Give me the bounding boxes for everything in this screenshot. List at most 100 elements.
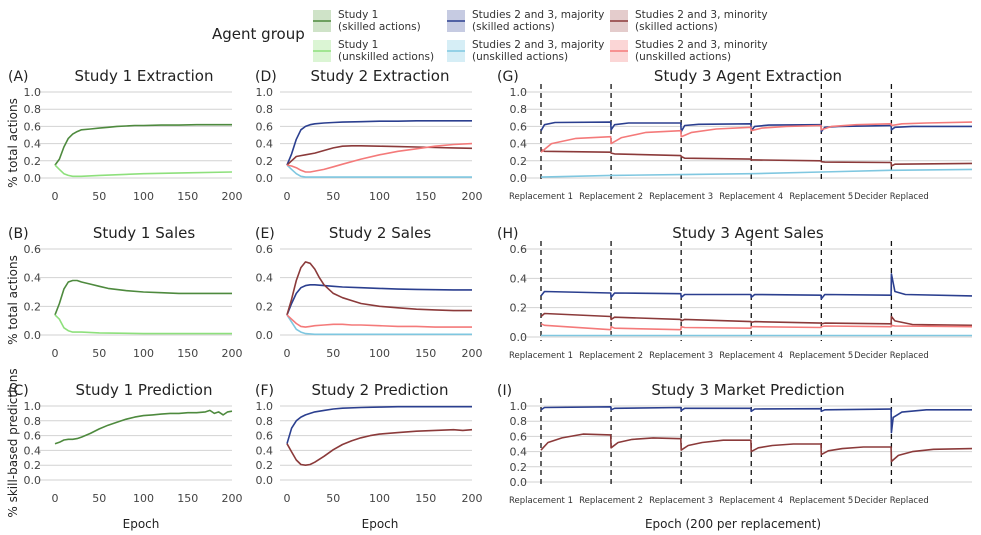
x-tick-label: 100 [369,347,390,360]
y-tick-label: 1.0 [24,86,42,99]
x-axis-label-study-3: Epoch (200 per replacement) [645,517,821,531]
y-tick-label: 0.0 [510,476,528,489]
x-tick-label: 0 [284,347,291,360]
legend: Agent group Study 1 (skilled actions)Stu… [212,9,768,63]
y-tick-label: 0.6 [510,243,528,256]
y-tick-label: 0.4 [24,272,42,285]
series-line-studies-2-and-3-minority-unskilled-actions [286,314,472,328]
y-tick-label: 0.6 [256,243,274,256]
y-tick-label: 0.2 [256,300,274,313]
y-tick-label: 0.6 [256,120,274,133]
chart-title: Study 2 Prediction [312,381,449,399]
y-tick-label: 0.8 [510,103,528,116]
panel-label: (A) [8,69,29,85]
y-tick-label: 0.2 [24,155,42,168]
x-tick-label: Replacement 4 [719,496,783,506]
y-axis-label-row-2: % total actions [6,255,20,345]
panel-label: (H) [497,226,518,242]
legend-entry-label: Studies 2 and 3, majority [472,39,604,51]
legend-title: Agent group [212,25,305,43]
y-axis-label-row-3: % skill-based predictions [6,368,20,517]
legend-entry-label: Studies 2 and 3, minority [635,39,768,51]
legend-entry-studies-2-and-3-minority-skilled-actions: Studies 2 and 3, minority (skilled actio… [610,9,768,33]
x-tick-label: 150 [415,190,436,203]
series-line-studies-2-and-3-majority-skilled-actions [286,120,472,166]
y-tick-label: 0.0 [256,329,274,342]
chart-panel-b: 0.0 0.2 0.4 0.6 0 50 100 150 200 Study 1 Sales (B) [8,224,243,360]
x-tick-label: 200 [222,347,243,360]
y-tick-label: 0.4 [510,272,528,285]
x-tick-label: 200 [462,492,483,505]
legend-entry-study-1-unskilled-actions: Study 1 (unskilled actions) [313,39,434,63]
x-tick-label: 50 [92,492,106,505]
x-tick-label: Replacement 3 [649,192,713,202]
y-tick-label: 0.2 [510,155,528,168]
y-tick-label: 0.8 [256,415,274,428]
x-tick-label: 0 [284,492,291,505]
axis-labels: % total actions % total actions % skill-… [6,98,821,531]
series-line-studies-2-and-3-majority-skilled-actions [286,283,472,316]
series-line-studies-2-and-3-minority-unskilled-actions [286,142,473,173]
x-tick-label: Decider Replaced [854,192,929,202]
series-line-studies-2-and-3-majority-unskilled-actions [540,168,973,178]
x-tick-label: Replacement 5 [789,496,853,506]
series-line-studies-2-and-3-majority-unskilled-actions [286,164,472,178]
chart-title: Study 3 Market Prediction [651,381,844,399]
chart-panel-f: 0.0 0.2 0.40.6 0.8 1.0 0 50 100 150 200 Study 2 Pr… [255,381,483,505]
y-tick-label: 0.0 [24,172,42,185]
x-tick-label: 150 [177,190,198,203]
y-tick-label: 0.2 [510,461,528,474]
y-tick-label: 0.4 [24,444,42,457]
y-tick-label: 0.6 [510,430,528,443]
y-tick-label: 0.0 [256,172,274,185]
chart-panel-g: 0.0 0.2 0.4 0.6 0.8 1.0 Replacement 1 Replaceme… [497,67,973,202]
x-tick-label: 50 [92,190,106,203]
x-tick-label: 100 [133,492,154,505]
x-tick-label: 200 [462,190,483,203]
chart-panel-c: 0.0 0.2 0.40.6 0.8 1.0 0 50 100 150 200 Study 1 Pr… [8,381,243,505]
chart-title: Study 3 Agent Sales [672,224,824,242]
series-line-study-1-unskilled-actions [54,314,232,335]
legend-entry-studies-2-and-3-majority-skilled-actions: Studies 2 and 3, majority (skilled actio… [447,9,604,33]
y-tick-label: 1.0 [256,400,274,413]
x-axis-label-study-1: Epoch [123,517,160,531]
panel-label: (I) [497,383,512,399]
series-line-studies-2-and-3-minority-skilled-actions [540,433,973,463]
series-line-studies-2-and-3-minority-skilled-actions [286,428,473,467]
y-tick-label: 0.6 [24,430,42,443]
x-tick-label: Decider Replaced [854,351,929,361]
panel-label: (F) [255,383,274,399]
y-tick-label: 0.4 [256,272,274,285]
x-tick-label: 150 [415,492,436,505]
y-tick-label: 0.4 [256,138,274,151]
legend-entry-study-1-skilled-actions: Study 1 (skilled actions) [313,9,421,33]
x-tick-label: Replacement 4 [719,351,783,361]
series-line-studies-2-and-3-minority-skilled-actions [540,148,973,167]
y-tick-label: 0.2 [256,459,274,472]
series-line-study-1-skilled-actions [54,123,232,166]
x-tick-label: Decider Replaced [854,496,929,506]
panel-label: (D) [255,69,277,85]
y-tick-label: 0.0 [24,474,42,487]
x-tick-label: 200 [462,347,483,360]
y-tick-label: 0.0 [24,329,42,342]
y-tick-label: 0.2 [510,302,528,315]
chart-title: Study 3 Agent Extraction [654,67,842,85]
chart-panel-e: 0.0 0.2 0.4 0.6 0 50 100 150 200 Study 2 Sales (E) [255,224,483,360]
y-tick-label: 1.0 [510,400,528,413]
x-tick-label: Replacement 2 [579,496,643,506]
x-tick-label: 50 [92,347,106,360]
legend-entry-sublabel: (unskilled actions) [635,51,731,63]
panel-label: (G) [497,69,519,85]
y-axis-label-row-1: % total actions [6,98,20,188]
y-tick-label: 1.0 [510,86,528,99]
legend-entry-label: Study 1 [338,9,378,21]
legend-entry-label: Studies 2 and 3, minority [635,9,768,21]
chart-title: Study 2 Sales [329,224,431,242]
x-tick-label: Replacement 1 [509,351,573,361]
panel-label: (E) [255,226,275,242]
legend-entry-label: Study 1 [338,39,378,51]
x-tick-label: 50 [326,347,340,360]
x-tick-label: Replacement 1 [509,192,573,202]
